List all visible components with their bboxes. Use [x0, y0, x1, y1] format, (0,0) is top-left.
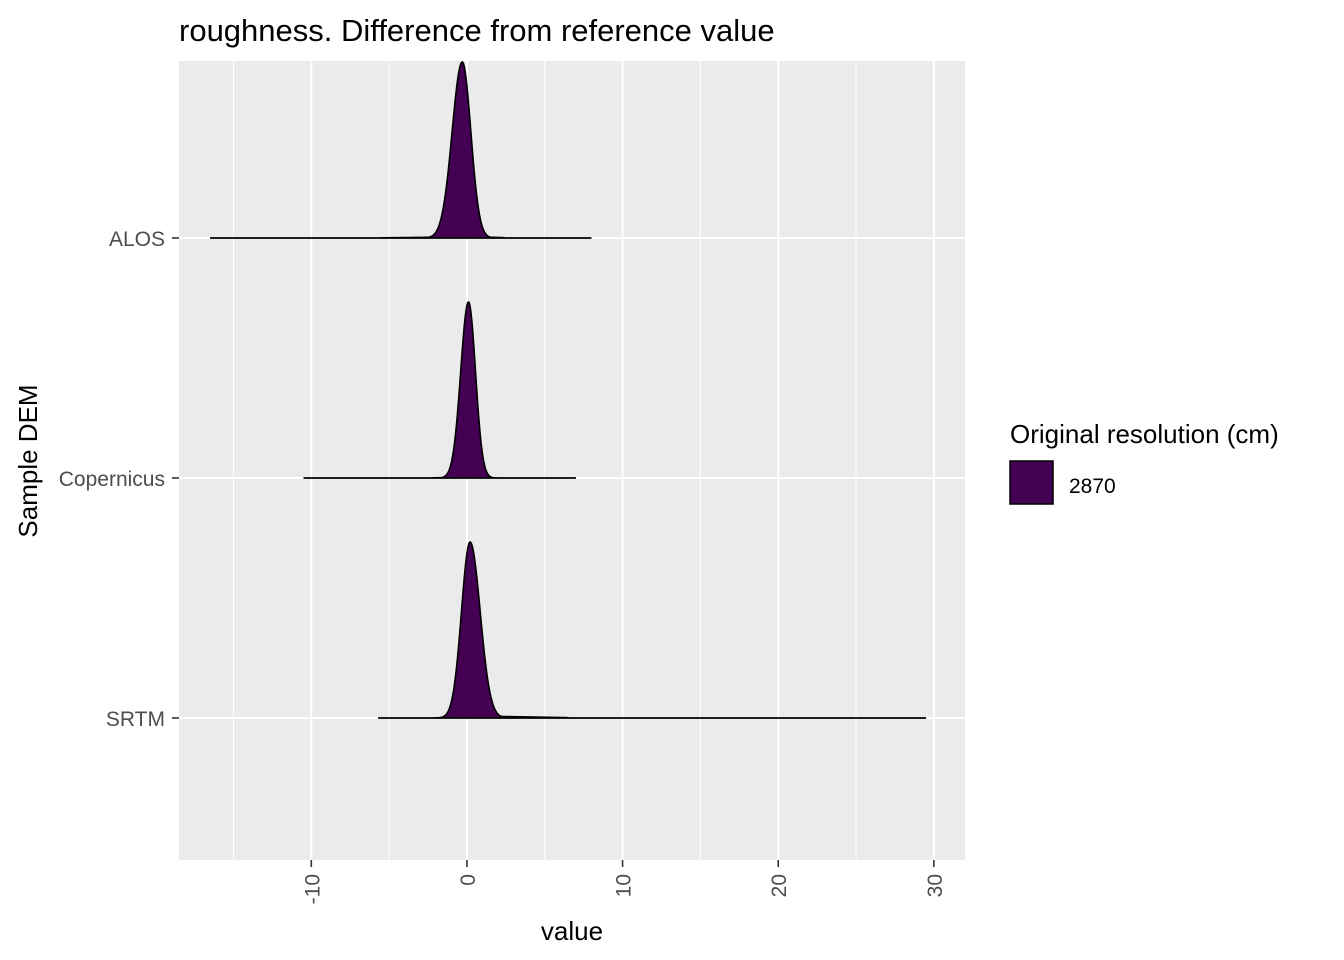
y-tick-label-copernicus: Copernicus [59, 468, 165, 491]
x-axis-title: value [541, 916, 603, 946]
legend-label-2870: 2870 [1069, 475, 1116, 498]
x-axis: -10 0 10 20 30 [301, 860, 947, 904]
y-axis-title: Sample DEM [13, 384, 43, 537]
y-tick-label-srtm: SRTM [106, 708, 165, 731]
density-ridges [210, 61, 927, 719]
x-tick-label-0: 0 [457, 874, 480, 886]
x-tick-label-10: 10 [613, 874, 636, 897]
chart-title: roughness. Difference from reference val… [179, 13, 775, 48]
x-tick-label--10: -10 [301, 874, 324, 904]
legend-key-2870 [1009, 460, 1054, 505]
y-axis: ALOS Copernicus SRTM [59, 228, 179, 731]
x-tick-label-30: 30 [924, 874, 947, 897]
legend-title: Original resolution (cm) [1010, 419, 1279, 449]
x-tick-label-20: 20 [768, 874, 791, 897]
plot-panel [179, 61, 965, 860]
legend: Original resolution (cm) 2870 [1009, 419, 1279, 505]
y-tick-label-alos: ALOS [109, 228, 165, 251]
